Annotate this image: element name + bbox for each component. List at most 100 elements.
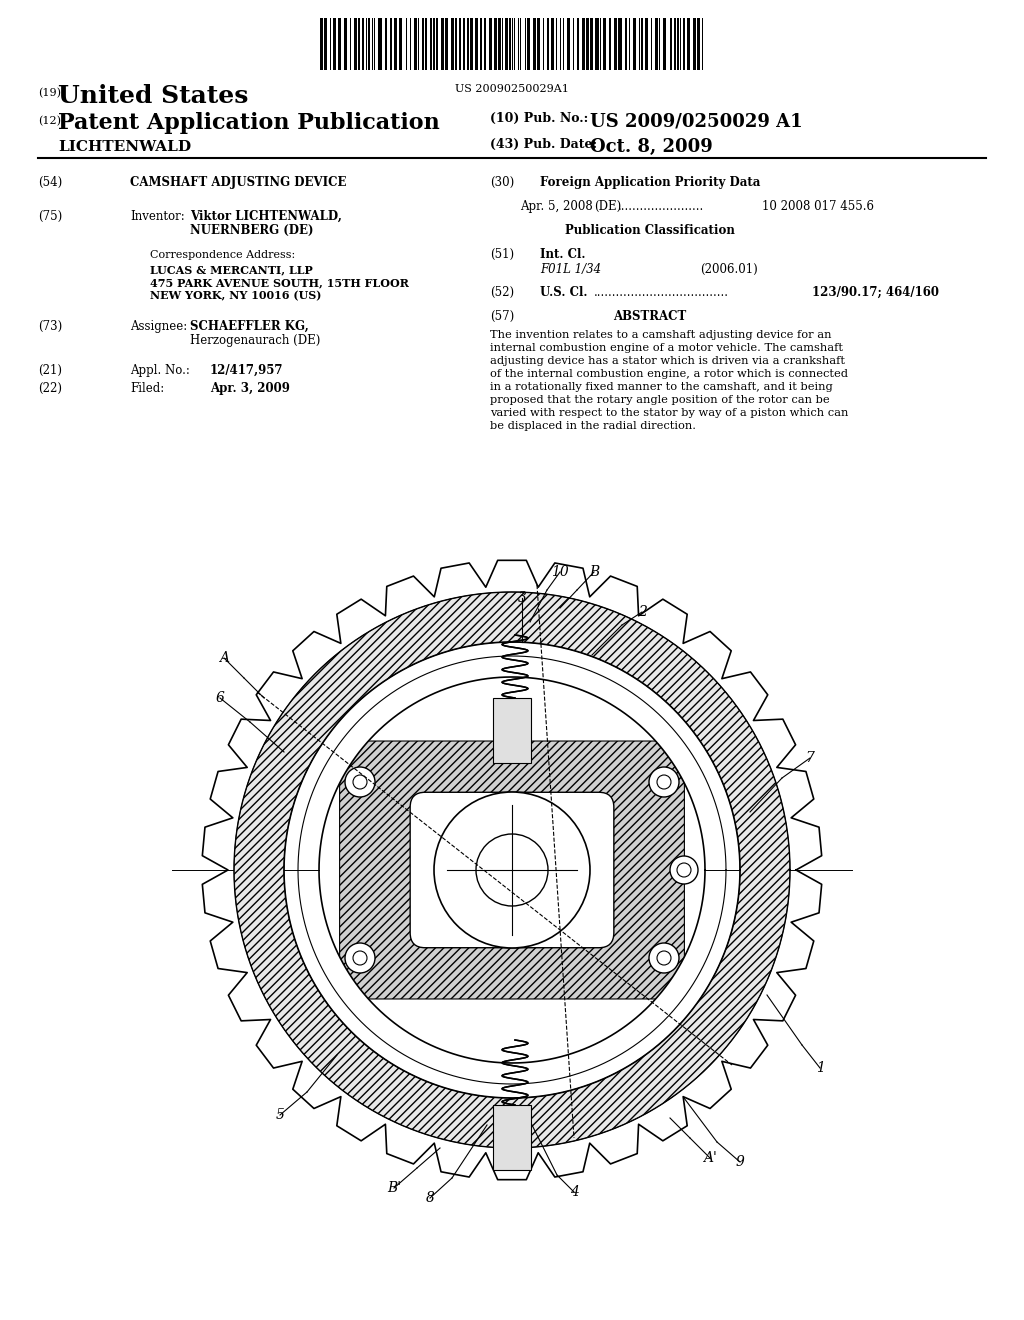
Text: of the internal combustion engine, a rotor which is connected: of the internal combustion engine, a rot… <box>490 370 848 379</box>
Circle shape <box>657 775 671 789</box>
Bar <box>683 18 685 70</box>
Text: LICHTENWALD: LICHTENWALD <box>58 140 191 154</box>
Bar <box>495 18 498 70</box>
Bar <box>625 18 627 70</box>
Text: NUERNBERG (DE): NUERNBERG (DE) <box>190 224 313 238</box>
Text: 8: 8 <box>426 1191 434 1205</box>
Bar <box>429 18 432 70</box>
Bar <box>455 18 457 70</box>
Text: A': A' <box>703 1151 717 1166</box>
Circle shape <box>677 863 691 876</box>
Bar <box>368 18 370 70</box>
Bar <box>361 18 364 70</box>
Text: Assignee:: Assignee: <box>130 319 187 333</box>
Circle shape <box>649 942 679 973</box>
Bar <box>532 18 536 70</box>
Bar <box>518 18 519 70</box>
Text: Apr. 5, 2008: Apr. 5, 2008 <box>520 201 593 213</box>
Bar <box>467 18 469 70</box>
Text: ABSTRACT: ABSTRACT <box>613 310 687 323</box>
Bar <box>586 18 589 70</box>
Text: Herzogenaurach (DE): Herzogenaurach (DE) <box>190 334 321 347</box>
Bar <box>633 18 636 70</box>
Bar <box>394 18 397 70</box>
Text: (43) Pub. Date:: (43) Pub. Date: <box>490 139 597 150</box>
Text: (19): (19) <box>38 88 61 98</box>
Text: 12/417,957: 12/417,957 <box>210 364 284 378</box>
Bar <box>445 18 449 70</box>
Bar <box>670 18 672 70</box>
Text: B': B' <box>387 1181 401 1195</box>
Bar <box>618 18 622 70</box>
Text: Filed:: Filed: <box>130 381 164 395</box>
Text: US 20090250029A1: US 20090250029A1 <box>455 84 569 94</box>
Bar <box>577 18 579 70</box>
Circle shape <box>353 950 367 965</box>
Bar <box>422 18 424 70</box>
Bar <box>560 18 561 70</box>
Bar <box>379 18 382 70</box>
Text: 9: 9 <box>735 1155 744 1170</box>
Bar <box>680 18 681 70</box>
Text: Patent Application Publication: Patent Application Publication <box>58 112 439 135</box>
Bar <box>374 18 376 70</box>
Text: (2006.01): (2006.01) <box>700 263 758 276</box>
Text: US 2009/0250029 A1: US 2009/0250029 A1 <box>590 112 803 129</box>
Bar <box>354 18 356 70</box>
Bar <box>459 18 461 70</box>
Bar <box>433 18 435 70</box>
Text: Appl. No.:: Appl. No.: <box>130 364 189 378</box>
Text: (73): (73) <box>38 319 62 333</box>
Circle shape <box>476 834 548 906</box>
Bar <box>600 18 601 70</box>
Text: (54): (54) <box>38 176 62 189</box>
Bar <box>556 18 557 70</box>
Circle shape <box>670 855 698 884</box>
Text: NEW YORK, NY 10016 (US): NEW YORK, NY 10016 (US) <box>150 290 322 301</box>
Bar <box>470 18 473 70</box>
Bar <box>357 18 359 70</box>
Bar <box>410 18 411 70</box>
Bar <box>350 18 351 70</box>
Text: CAMSHAFT ADJUSTING DEVICE: CAMSHAFT ADJUSTING DEVICE <box>130 176 346 189</box>
Bar <box>425 18 427 70</box>
Bar <box>614 18 617 70</box>
Text: (DE): (DE) <box>594 201 622 213</box>
Text: adjusting device has a stator which is driven via a crankshaft: adjusting device has a stator which is d… <box>490 356 845 366</box>
Bar <box>603 18 606 70</box>
Text: U.S. Cl.: U.S. Cl. <box>540 286 588 300</box>
Circle shape <box>434 792 590 948</box>
Circle shape <box>353 775 367 789</box>
Text: (21): (21) <box>38 364 62 378</box>
Bar <box>344 18 347 70</box>
Bar <box>563 18 564 70</box>
Text: 7: 7 <box>806 751 814 766</box>
Bar <box>436 18 438 70</box>
Text: 475 PARK AVENUE SOUTH, 15TH FLOOR: 475 PARK AVENUE SOUTH, 15TH FLOOR <box>150 277 409 288</box>
Bar <box>325 18 328 70</box>
Text: 2: 2 <box>638 605 646 619</box>
Bar <box>372 18 373 70</box>
Bar <box>505 18 508 70</box>
FancyBboxPatch shape <box>411 792 613 948</box>
Text: 4: 4 <box>569 1185 579 1199</box>
Text: (10) Pub. No.:: (10) Pub. No.: <box>490 112 588 125</box>
Text: LUCAS & MERCANTI, LLP: LUCAS & MERCANTI, LLP <box>150 264 312 275</box>
Bar <box>674 18 676 70</box>
Text: Publication Classification: Publication Classification <box>565 224 735 238</box>
Text: The invention relates to a camshaft adjusting device for an: The invention relates to a camshaft adju… <box>490 330 831 341</box>
Bar <box>385 18 387 70</box>
Bar <box>659 18 660 70</box>
Text: SCHAEFFLER KG,: SCHAEFFLER KG, <box>190 319 309 333</box>
Text: Oct. 8, 2009: Oct. 8, 2009 <box>590 139 713 156</box>
Text: B: B <box>589 565 599 579</box>
Bar <box>338 18 341 70</box>
Text: in a rotationally fixed manner to the camshaft, and it being: in a rotationally fixed manner to the ca… <box>490 381 833 392</box>
Text: 3: 3 <box>517 591 526 605</box>
Bar <box>414 18 417 70</box>
Text: Inventor:: Inventor: <box>130 210 184 223</box>
Bar <box>548 18 549 70</box>
Bar <box>418 18 419 70</box>
FancyBboxPatch shape <box>493 698 531 763</box>
Text: proposed that the rotary angle position of the rotor can be: proposed that the rotary angle position … <box>490 395 829 405</box>
